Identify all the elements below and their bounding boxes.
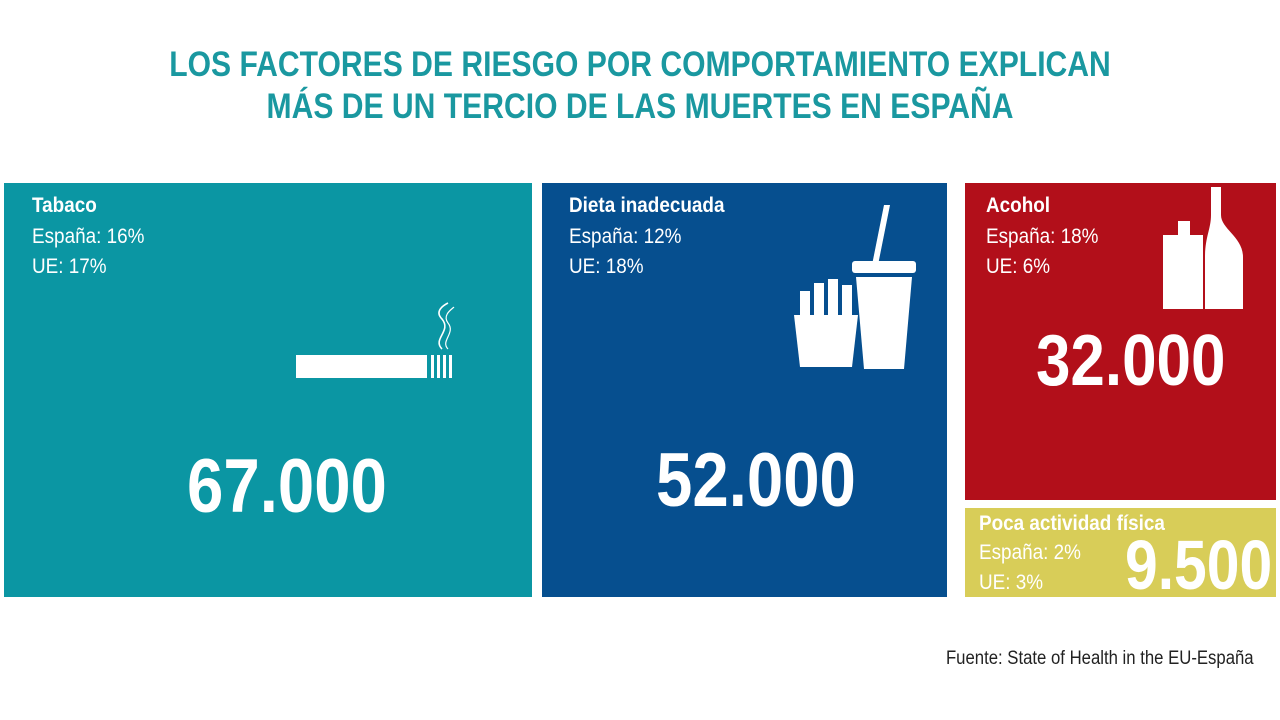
infographic-title: LOS FACTORES DE RIESGO POR COMPORTAMIENT…	[90, 44, 1191, 128]
fries-and-drink-icon	[794, 205, 916, 369]
bottles-icon	[1163, 187, 1243, 309]
tile-dieta-inadecuada: Dieta inadecuada España: 12% UE: 18% 52.…	[542, 183, 947, 597]
factor-espana: España: 12%	[569, 225, 682, 248]
factor-espana: España: 2%	[979, 541, 1081, 564]
deaths-value: 67.000	[187, 444, 387, 529]
factor-name: Acohol	[986, 194, 1051, 217]
factor-ue: UE: 17%	[32, 255, 107, 278]
deaths-value: 9.500	[1125, 526, 1273, 597]
factor-ue: UE: 18%	[569, 255, 644, 278]
factor-ue: UE: 6%	[986, 255, 1051, 278]
title-line-1: LOS FACTORES DE RIESGO POR COMPORTAMIENT…	[169, 45, 1111, 84]
cigarette-icon	[296, 302, 455, 378]
factor-espana: España: 18%	[986, 225, 1099, 248]
factor-name: Dieta inadecuada	[569, 194, 725, 217]
deaths-value: 32.000	[1036, 321, 1226, 401]
factor-name: Tabaco	[32, 194, 97, 217]
factor-ue: UE: 3%	[979, 571, 1044, 594]
factor-espana: España: 16%	[32, 225, 145, 248]
source-note: Fuente: State of Health in the EU-España	[946, 648, 1254, 669]
tile-poca-actividad-fisica: Poca actividad física España: 2% UE: 3% …	[965, 508, 1276, 597]
tile-acohol: Acohol España: 18% UE: 6% 32.000	[965, 183, 1276, 500]
deaths-value: 52.000	[656, 438, 856, 523]
tile-tabaco: Tabaco España: 16% UE: 17% 67.000	[4, 183, 532, 597]
title-line-2: MÁS DE UN TERCIO DE LAS MUERTES EN ESPAÑ…	[266, 87, 1014, 126]
factor-name: Poca actividad física	[979, 512, 1165, 535]
